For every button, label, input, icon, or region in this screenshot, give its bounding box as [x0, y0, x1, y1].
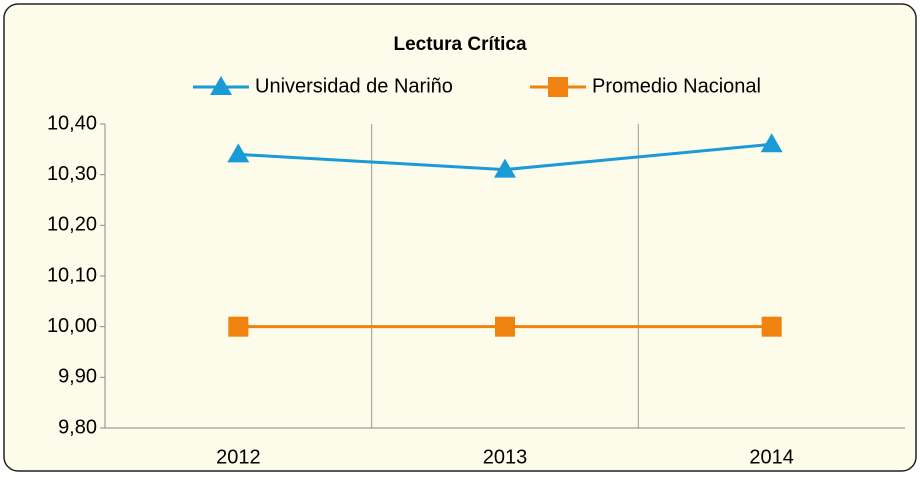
y-tick-label: 9,80 — [58, 416, 97, 438]
marker — [227, 143, 250, 163]
legend-marker — [210, 76, 232, 95]
marker — [761, 316, 782, 337]
y-tick-label: 10,10 — [47, 264, 97, 286]
y-tick-label: 10,30 — [47, 163, 97, 185]
x-tick-label: 2014 — [749, 446, 794, 468]
legend-marker — [548, 77, 568, 97]
legend-label: Promedio Nacional — [592, 75, 761, 97]
y-tick-label: 10,20 — [47, 214, 97, 236]
marker — [495, 316, 515, 337]
chart-frame — [3, 3, 917, 472]
y-tick-label: 10,40 — [47, 112, 97, 134]
chart-title: Lectura Crítica — [393, 34, 526, 55]
y-tick-label: 9,90 — [58, 366, 97, 388]
x-tick-label: 2012 — [216, 446, 261, 468]
marker — [228, 316, 249, 337]
marker — [760, 133, 783, 153]
y-tick-label: 10,00 — [47, 315, 97, 337]
marker — [494, 158, 516, 178]
legend-label: Universidad de Nariño — [255, 75, 453, 97]
x-tick-label: 2013 — [483, 446, 528, 468]
